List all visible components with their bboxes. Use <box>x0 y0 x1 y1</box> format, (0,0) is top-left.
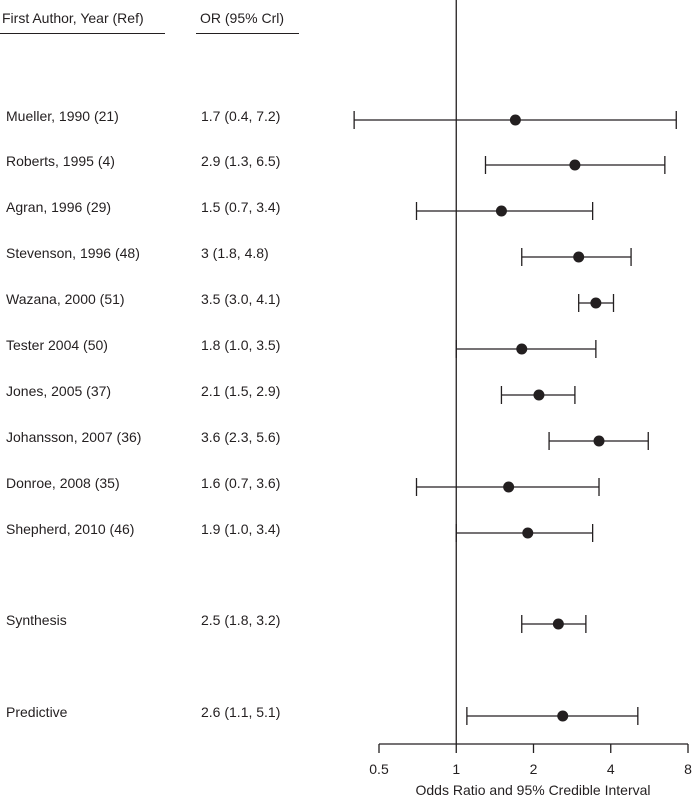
author-label: Jones, 2005 (37) <box>6 383 112 399</box>
or-value-label: 3.5 (3.0, 4.1) <box>201 291 281 307</box>
or-value-label: 1.5 (0.7, 3.4) <box>201 199 281 215</box>
plot-marks: 0.5 1 2 4 8 <box>353 0 692 777</box>
or-value-label: 2.9 (1.3, 6.5) <box>201 153 281 169</box>
point-estimate <box>557 710 569 722</box>
or-value-label: 1.9 (1.0, 3.4) <box>201 521 281 537</box>
point-estimate <box>593 435 605 447</box>
author-label: Stevenson, 1996 (48) <box>6 245 140 261</box>
header-or: OR (95% Crl) <box>200 10 285 26</box>
x-tick-label: 0.5 <box>369 761 389 777</box>
point-estimate <box>522 527 534 539</box>
point-estimate <box>573 251 585 263</box>
header-or-underline <box>196 33 299 34</box>
header-author: First Author, Year (Ref) <box>2 10 144 26</box>
point-estimate <box>569 159 581 171</box>
x-tick-label: 4 <box>607 761 615 777</box>
or-value-label: 3.6 (2.3, 5.6) <box>201 429 281 445</box>
or-value-label: 2.5 (1.8, 3.2) <box>201 612 281 628</box>
header-author-underline <box>0 33 165 34</box>
x-tick-label: 1 <box>452 761 460 777</box>
or-value-label: 2.1 (1.5, 2.9) <box>201 383 281 399</box>
author-label: Tester 2004 (50) <box>6 337 108 353</box>
author-label: Roberts, 1995 (4) <box>6 153 115 169</box>
point-estimate <box>503 481 515 493</box>
or-value-label: 2.6 (1.1, 5.1) <box>201 704 281 720</box>
or-value-label: 3 (1.8, 4.8) <box>201 245 269 261</box>
or-value-label: 1.8 (1.0, 3.5) <box>201 337 281 353</box>
author-label: Donroe, 2008 (35) <box>6 475 120 491</box>
x-axis-label: Odds Ratio and 95% Credible Interval <box>415 782 650 798</box>
point-estimate <box>509 114 521 126</box>
author-label: Mueller, 1990 (21) <box>6 108 119 124</box>
x-tick-label: 2 <box>530 761 538 777</box>
author-label: Johansson, 2007 (36) <box>6 429 142 445</box>
author-label: Predictive <box>6 704 68 720</box>
author-label: Synthesis <box>6 612 67 628</box>
author-label: Wazana, 2000 (51) <box>6 291 125 307</box>
x-tick-label: 8 <box>684 761 692 777</box>
or-value-label: 1.7 (0.4, 7.2) <box>201 108 281 124</box>
point-estimate <box>590 297 602 309</box>
author-label: Shepherd, 2010 (46) <box>6 521 135 537</box>
point-estimate <box>533 389 545 401</box>
point-estimate <box>495 205 507 217</box>
or-value-label: 1.6 (0.7, 3.6) <box>201 475 281 491</box>
author-label: Agran, 1996 (29) <box>6 199 112 215</box>
point-estimate <box>516 343 528 355</box>
point-estimate <box>552 618 564 630</box>
